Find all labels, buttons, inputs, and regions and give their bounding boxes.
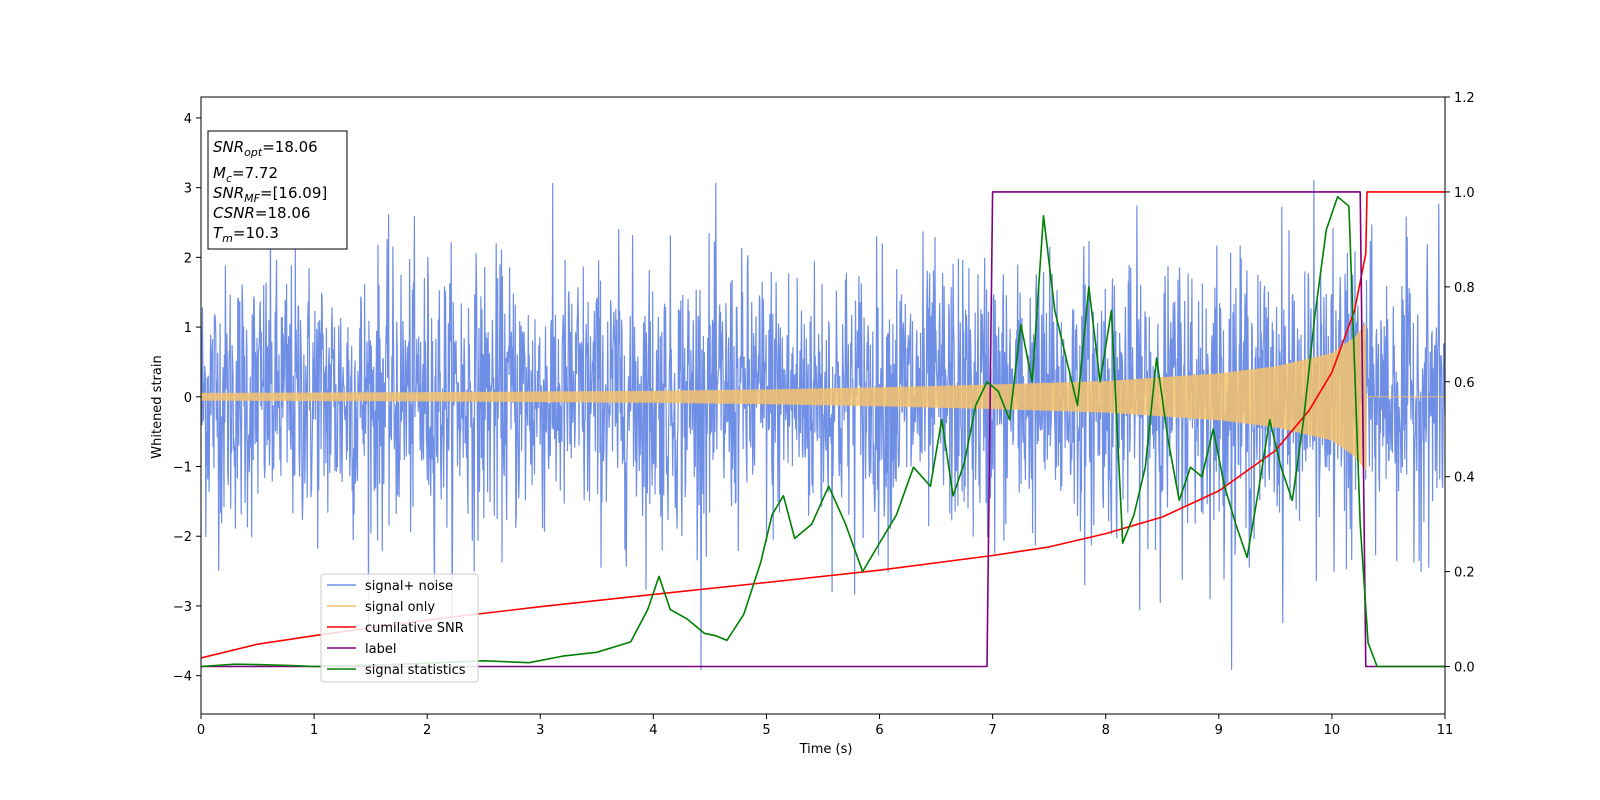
y2-tick-label: 0.6 — [1454, 376, 1475, 391]
snr-mf-symbol: SNR — [213, 184, 244, 202]
y-tick-label: 0 — [184, 391, 192, 406]
x-tick-label: 9 — [1215, 723, 1223, 738]
y-tick-label: 3 — [184, 182, 192, 197]
x-tick-label: 7 — [988, 723, 996, 738]
series-signal-only — [201, 323, 1445, 471]
y2-tick-label: 0.0 — [1454, 661, 1475, 676]
y-tick-label: −1 — [173, 461, 192, 476]
snr-mf-sub: MF — [244, 192, 260, 205]
snr-opt-value: =18.06 — [262, 138, 318, 156]
legend-item-cumulative-snr: cumilative SNR — [327, 621, 464, 636]
svg-text:SNRMF=[16.09]: SNRMF=[16.09] — [213, 184, 327, 205]
x-tick-label: 5 — [762, 723, 770, 738]
y2-tick-label: 0.2 — [1454, 566, 1475, 581]
legend-item-signal-statistics: signal statistics — [327, 663, 466, 678]
x-tick-label: 4 — [649, 723, 657, 738]
legend-label-label: label — [365, 642, 396, 657]
legend-item-label: label — [327, 642, 396, 657]
legend-item-signal-only: signal only — [327, 600, 435, 615]
y-tick-label: 4 — [184, 112, 192, 127]
y-tick-label: −4 — [173, 670, 192, 685]
csnr-value: =18.06 — [255, 204, 311, 222]
svg-text:Tm=10.3: Tm=10.3 — [213, 224, 279, 245]
tm-value: =10.3 — [233, 224, 279, 242]
x-tick-label: 11 — [1437, 723, 1454, 738]
y-tick-label: −2 — [173, 530, 192, 545]
y2-tick-label: 0.4 — [1454, 471, 1475, 486]
svg-text:CSNR=18.06: CSNR=18.06 — [213, 204, 310, 222]
y2-tick-label: 1.2 — [1454, 91, 1475, 106]
legend-item-signal-noise: signal+ noise — [327, 579, 453, 594]
info-box: SNRopt=18.06 Mc=7.72 SNRMF=[16.09] CSNR=… — [207, 130, 348, 250]
legend-label-signal-noise: signal+ noise — [365, 579, 453, 594]
tm-sub: m — [222, 232, 233, 245]
x-tick-label: 3 — [536, 723, 544, 738]
y-tick-label: 1 — [184, 321, 192, 336]
csnr-symbol: CSNR — [213, 204, 255, 222]
legend-label-signal-statistics: signal statistics — [365, 663, 466, 678]
snr-opt-sub: opt — [244, 146, 263, 159]
y2-tick-label: 0.8 — [1454, 281, 1475, 296]
legend-label-signal-only: signal only — [365, 600, 435, 615]
axes-frame — [200, 96, 1446, 715]
snr-mf-value: =[16.09] — [260, 184, 327, 202]
mc-value: =7.72 — [232, 164, 278, 182]
series-signal-statistics — [201, 195, 1445, 668]
x-tick-label: 1 — [310, 723, 318, 738]
tm-symbol: T — [213, 224, 224, 242]
y-tick-label: −3 — [173, 600, 192, 615]
x-tick-label: 6 — [875, 723, 883, 738]
snr-opt-symbol: SNR — [213, 138, 244, 156]
svg-text:Mc=7.72: Mc=7.72 — [213, 164, 278, 185]
y-tick-label: 2 — [184, 251, 192, 266]
y2-tick-label: 1.0 — [1454, 186, 1475, 201]
mc-symbol: M — [213, 164, 226, 182]
x-tick-label: 2 — [423, 723, 431, 738]
mc-sub: c — [226, 172, 232, 185]
x-axis-label: Time (s) — [799, 742, 853, 757]
x-tick-label: 0 — [197, 723, 205, 738]
x-tick-label: 8 — [1102, 723, 1110, 738]
legend-label-cumulative-snr: cumilative SNR — [365, 621, 464, 636]
legend: signal+ noise signal only cumilative SNR… — [320, 573, 479, 683]
y-axis-label: Whitened strain — [150, 355, 165, 458]
x-tick-label: 10 — [1324, 723, 1341, 738]
svg-text:SNRopt=18.06: SNRopt=18.06 — [213, 138, 318, 159]
